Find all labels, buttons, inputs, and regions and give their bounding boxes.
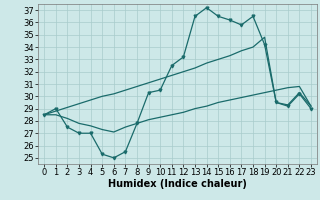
X-axis label: Humidex (Indice chaleur): Humidex (Indice chaleur) — [108, 179, 247, 189]
